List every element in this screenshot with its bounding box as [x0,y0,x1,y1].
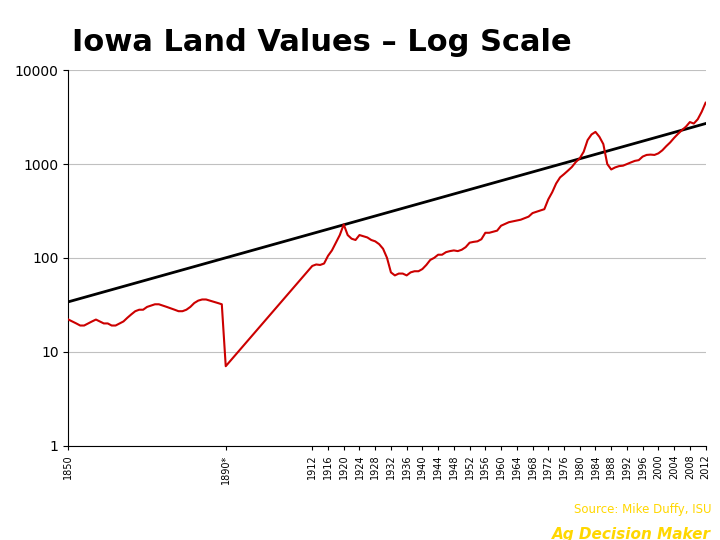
Text: Iowa Land Values – Log Scale: Iowa Land Values – Log Scale [72,28,572,57]
Text: Iowa State University: Iowa State University [9,503,207,520]
Text: Source: Mike Duffy, ISU: Source: Mike Duffy, ISU [574,503,711,516]
Text: Ag Decision Maker: Ag Decision Maker [552,526,711,540]
Text: Extension and Outreach/Department of Economics: Extension and Outreach/Department of Eco… [9,526,274,537]
